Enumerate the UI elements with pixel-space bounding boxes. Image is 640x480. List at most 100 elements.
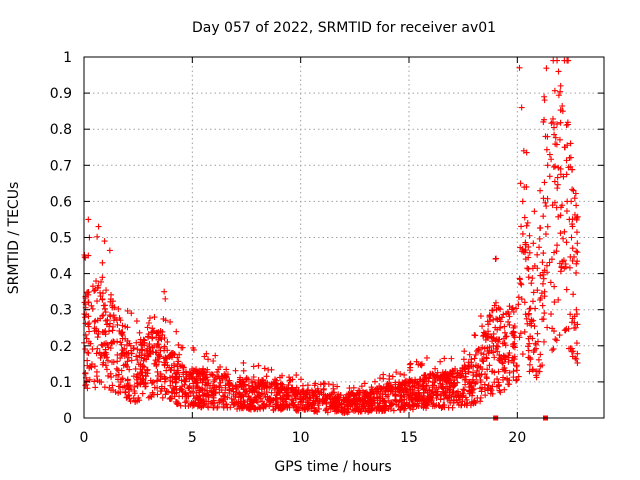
data-point (135, 374, 142, 381)
data-point (525, 354, 532, 361)
data-point (155, 372, 162, 379)
data-point (134, 356, 141, 363)
data-point (350, 384, 357, 391)
data-point (505, 354, 512, 361)
data-point (223, 366, 230, 373)
data-point (475, 345, 482, 352)
data-point (376, 400, 383, 407)
data-point (470, 372, 477, 379)
data-point (220, 401, 227, 408)
data-point (570, 291, 577, 298)
data-point (494, 375, 501, 382)
data-point (505, 310, 512, 317)
data-point (103, 354, 110, 361)
data-point (161, 288, 168, 295)
data-point (386, 372, 393, 379)
data-point (239, 392, 246, 399)
data-point (294, 390, 301, 397)
data-point (236, 378, 243, 385)
data-point (561, 265, 568, 272)
data-point (145, 394, 152, 401)
data-point (515, 373, 522, 380)
data-point (118, 329, 125, 336)
data-point (155, 344, 162, 351)
data-point (442, 389, 449, 396)
data-point (540, 280, 546, 287)
data-point (93, 368, 100, 375)
data-point (217, 363, 224, 370)
data-point (569, 257, 576, 264)
data-point (494, 343, 501, 350)
data-point (409, 379, 416, 386)
data-point (98, 278, 105, 285)
data-point (527, 333, 534, 340)
data-point (264, 393, 271, 400)
data-point (505, 381, 512, 388)
data-point (174, 354, 181, 361)
data-point (535, 356, 542, 363)
data-point (485, 382, 492, 389)
data-point (216, 397, 223, 404)
data-point (571, 253, 578, 260)
data-point (537, 363, 544, 370)
data-point (573, 311, 580, 318)
data-point (124, 363, 131, 370)
data-point (431, 373, 438, 380)
data-point (552, 163, 559, 170)
data-point (277, 374, 284, 381)
data-point (412, 392, 419, 399)
data-point (119, 384, 126, 391)
data-point (360, 403, 367, 410)
data-point (530, 240, 537, 247)
data-point (163, 387, 170, 394)
x-tick-label: 15 (400, 430, 418, 446)
data-point (190, 392, 197, 399)
data-point (486, 312, 493, 319)
y-tick-label: 0.9 (50, 86, 72, 102)
data-point (481, 381, 488, 388)
data-point (204, 391, 211, 398)
data-point (506, 321, 513, 328)
data-point (293, 372, 300, 379)
data-point (551, 131, 558, 138)
data-point (117, 389, 124, 395)
data-point (349, 401, 356, 408)
data-point (544, 223, 551, 230)
data-point (179, 388, 186, 395)
data-point (216, 382, 223, 389)
data-point (155, 358, 162, 365)
data-point (190, 385, 197, 392)
data-point (474, 394, 481, 401)
data-point (176, 373, 183, 380)
data-point (499, 360, 506, 367)
data-point (122, 389, 129, 396)
data-point (379, 406, 386, 413)
data-point (530, 289, 537, 296)
data-point (302, 406, 309, 413)
data-point (202, 374, 209, 381)
data-point (320, 380, 327, 387)
data-point (279, 392, 286, 399)
data-point (311, 399, 318, 406)
data-point (538, 290, 545, 297)
data-point (248, 378, 255, 385)
data-point (138, 379, 145, 386)
data-point (209, 392, 216, 399)
data-point (513, 377, 520, 384)
data-point (124, 307, 131, 314)
data-point (257, 404, 264, 411)
data-point (529, 275, 536, 282)
data-point (216, 384, 223, 391)
data-point (505, 318, 512, 325)
data-point (390, 407, 397, 414)
data-point (491, 354, 498, 361)
data-point (85, 323, 92, 330)
data-point (330, 395, 337, 402)
data-point (380, 375, 387, 382)
data-point (101, 238, 108, 245)
data-point (191, 402, 198, 409)
y-tick-label: 0.4 (50, 267, 72, 283)
data-point (298, 376, 305, 383)
y-tick-label: 0.1 (50, 375, 72, 391)
data-point (84, 385, 91, 392)
